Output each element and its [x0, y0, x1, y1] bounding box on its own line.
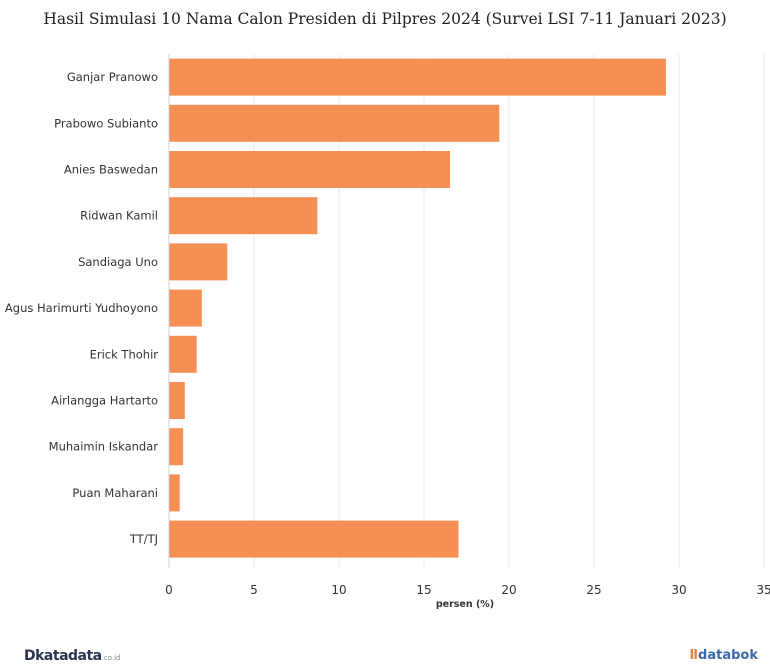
category-label: Puan Maharani [72, 486, 158, 500]
x-tick-label: 20 [501, 583, 516, 597]
bar [169, 382, 185, 419]
bar [169, 428, 184, 466]
gridlines [168, 54, 765, 569]
category-label: Agus Harimurti Yudhoyono [5, 301, 158, 315]
databoks-logo-text: databok [698, 648, 758, 663]
category-label: Erick Thohir [90, 347, 159, 361]
x-tick-label: 0 [165, 583, 173, 597]
x-tick-label: 10 [331, 583, 346, 597]
x-tick-label: 30 [671, 583, 686, 597]
category-label: TT/TJ [129, 532, 158, 546]
category-label: Muhaimin Iskandar [49, 440, 159, 454]
bar [169, 151, 450, 188]
chart-title: Hasil Simulasi 10 Nama Calon Presiden di… [43, 10, 727, 28]
category-label: Anies Baswedan [64, 163, 158, 177]
bar [169, 335, 197, 373]
katadata-logo-suffix: .co.id [101, 654, 121, 662]
bar [169, 289, 202, 327]
category-label: Ganjar Pranowo [67, 70, 158, 84]
katadata-logo-text: katadata [35, 648, 102, 664]
katadata-logo-mark: D [24, 648, 36, 664]
category-label: Sandiaga Uno [78, 255, 158, 269]
databoks-logo: Ⅱdatabok [689, 648, 758, 663]
x-tick-label: 25 [586, 583, 601, 597]
x-tick-labels: 0 5 10 15 20 25 30 35 [165, 583, 770, 597]
bar [169, 474, 180, 512]
katadata-logo: Dkatadata.co.id [24, 648, 121, 664]
category-labels: Ganjar Pranowo Prabowo Subianto Anies Basw… [5, 70, 158, 546]
category-label: Prabowo Subianto [54, 116, 158, 130]
x-tick-label: 35 [756, 583, 770, 597]
category-label: Ridwan Kamil [80, 209, 158, 223]
x-axis-title: persen (%) [436, 599, 494, 610]
bar-chart: Ganjar Pranowo Prabowo Subianto Anies Basw… [5, 54, 770, 610]
databoks-logo-mark: Ⅱ [689, 648, 699, 663]
x-tick-label: 5 [250, 583, 258, 597]
bar [169, 58, 666, 96]
x-tick-label: 15 [416, 583, 431, 597]
bar [169, 104, 500, 142]
category-label: Airlangga Hartarto [51, 394, 158, 408]
bars [169, 58, 666, 558]
bar [169, 243, 228, 281]
bar [169, 197, 318, 235]
bar [169, 520, 459, 558]
